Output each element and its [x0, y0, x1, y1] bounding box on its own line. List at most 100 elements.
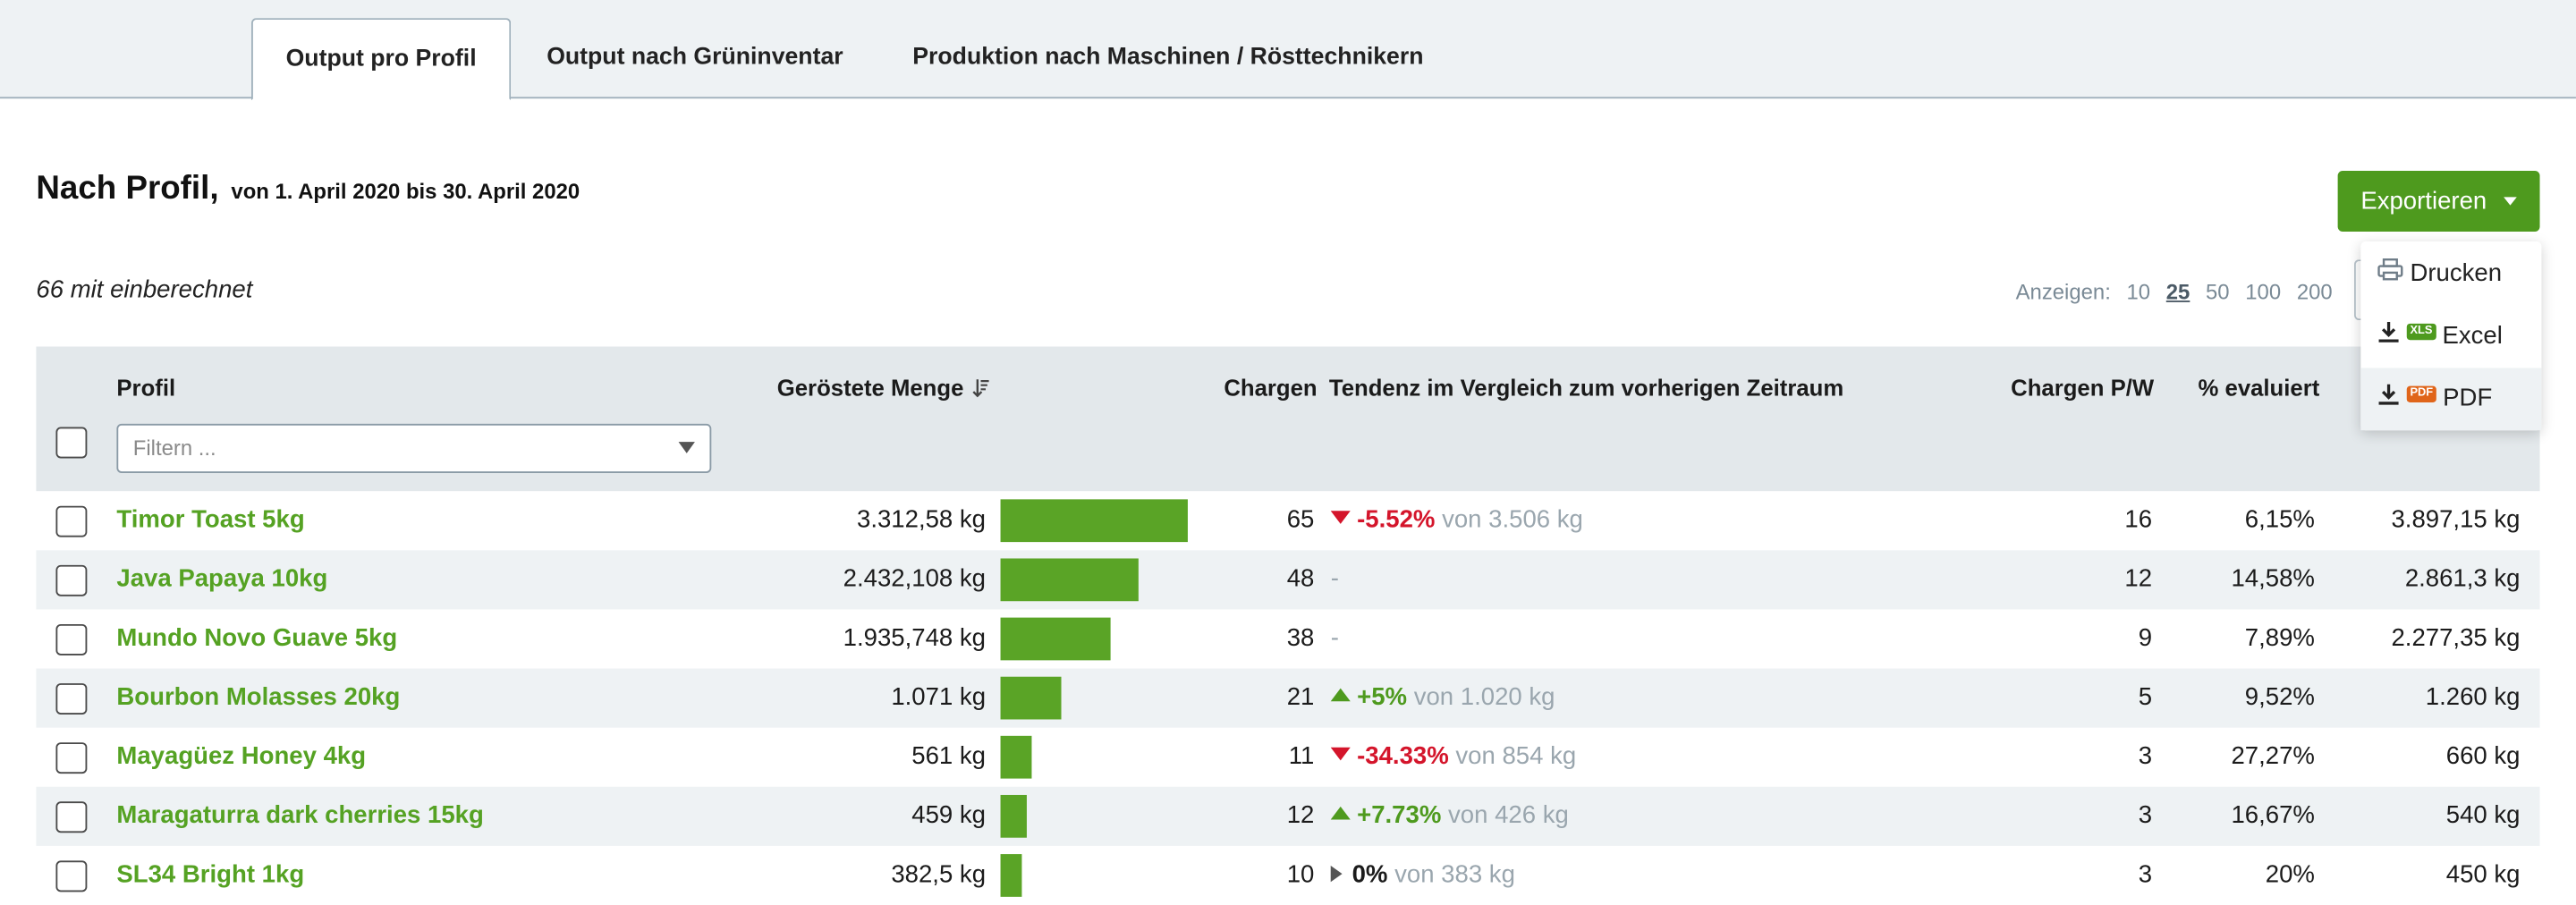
table-row: Mayagüez Honey 4kg 561 kg 11 -34.33% von 85…: [36, 728, 2539, 787]
trend-previous: von 383 kg: [1394, 860, 1515, 889]
roasted-amount-bar: [1000, 676, 1062, 720]
page-size-option-200[interactable]: 200: [2296, 279, 2333, 304]
page-title: Nach Profil, von 1. April 2020 bis 30. A…: [36, 171, 580, 208]
row-checkbox[interactable]: [55, 801, 88, 833]
trend-flat-icon: [1330, 865, 1343, 883]
trend-percent: 0%: [1352, 860, 1388, 889]
export-menu-excel-label: Excel: [2442, 321, 2503, 351]
tab-produktion-nach-maschinen[interactable]: Produktion nach Maschinen / Rösttechnike…: [912, 44, 1424, 71]
export-button[interactable]: Exportieren: [2337, 171, 2540, 232]
trend-down-icon: [1330, 511, 1351, 524]
evaluated-percent: 16,67%: [2231, 801, 2315, 830]
profile-link[interactable]: Java Papaya 10kg: [116, 564, 328, 594]
trend-percent: -34.33%: [1357, 742, 1449, 771]
download-icon: [2377, 368, 2401, 430]
profile-link[interactable]: Maragaturra dark cherries 15kg: [116, 801, 484, 830]
column-header-batches-per-week[interactable]: Chargen P/W: [2011, 374, 2155, 402]
download-icon: [2377, 306, 2401, 368]
roasted-amount: 561 kg: [911, 742, 987, 771]
page-size-option-50[interactable]: 50: [2206, 279, 2230, 304]
green-amount: 450 kg: [2445, 860, 2521, 889]
profile-link[interactable]: Mayagüez Honey 4kg: [116, 742, 367, 771]
profile-link[interactable]: Mundo Novo Guave 5kg: [116, 623, 398, 653]
roasted-amount-bar: [1000, 854, 1022, 897]
tab-bar: Output pro Profil Output nach Grüninvent…: [0, 0, 2576, 101]
page-size-option-10[interactable]: 10: [2126, 279, 2151, 304]
trend-percent: -: [1330, 564, 1339, 594]
row-checkbox[interactable]: [55, 860, 88, 892]
trend-previous: von 426 kg: [1447, 801, 1569, 830]
table-row: Java Papaya 10kg 2.432,108 kg 48- 12 14,58%…: [36, 550, 2540, 610]
page-size-label: Anzeigen:: [2015, 279, 2111, 304]
batches-per-week: 16: [2124, 505, 2153, 534]
green-amount: 1.260 kg: [2425, 683, 2521, 712]
tab-output-pro-profil[interactable]: Output pro Profil: [251, 18, 512, 101]
caret-down-icon: [2504, 197, 2517, 206]
sort-descending-icon: [973, 376, 990, 402]
roasted-amount: 382,5 kg: [891, 860, 987, 889]
green-amount: 660 kg: [2445, 742, 2521, 771]
roasted-amount-bar: [1000, 794, 1027, 838]
table-row: SL34 Bright 1kg 382,5 kg 10 0% von 383 kg 3 2…: [36, 846, 2539, 905]
green-amount: 3.897,15 kg: [2391, 505, 2521, 534]
profile-link[interactable]: Timor Toast 5kg: [116, 505, 305, 534]
trend-percent: +5%: [1357, 683, 1408, 712]
page-size-option-25[interactable]: 25: [2165, 279, 2190, 304]
export-menu-pdf[interactable]: PDF PDF: [2360, 368, 2542, 431]
printer-icon: [2377, 243, 2403, 306]
export-menu-excel[interactable]: XLS Excel: [2360, 306, 2541, 368]
trend-previous: von 854 kg: [1455, 742, 1577, 771]
row-checkbox[interactable]: [55, 683, 88, 715]
batches-count: 11: [1288, 742, 1315, 771]
trend-percent: -: [1330, 623, 1339, 653]
table-row: Mundo Novo Guave 5kg 1.935,748 kg 38- 9 7,8…: [36, 609, 2539, 668]
profile-link[interactable]: SL34 Bright 1kg: [116, 860, 305, 889]
tab-output-nach-grueninventar[interactable]: Output nach Grüninventar: [547, 44, 843, 71]
xls-badge: XLS: [2406, 323, 2436, 341]
profile-link[interactable]: Bourbon Molasses 20kg: [116, 683, 401, 712]
batches-per-week: 3: [2138, 801, 2153, 830]
column-header-profile[interactable]: Profil: [116, 374, 176, 402]
batches-count: 48: [1286, 564, 1315, 594]
roasted-amount-bar: [1000, 735, 1032, 779]
column-header-evaluated[interactable]: % evaluiert: [2198, 374, 2320, 402]
column-header-roasted-label: Geröstete Menge: [776, 374, 964, 402]
column-header-batches[interactable]: Chargen: [1224, 374, 1318, 402]
export-menu-pdf-label: PDF: [2443, 384, 2493, 413]
column-header-roasted[interactable]: Geröstete Menge: [777, 375, 990, 403]
chevron-down-icon: [678, 442, 695, 453]
page-size-selector: Anzeigen: 10 25 50 100 200: [2016, 279, 2343, 304]
roasted-amount-bar: [1000, 499, 1188, 543]
trend-cell: +5% von 1.020 kg: [1330, 669, 1555, 728]
row-checkbox[interactable]: [55, 505, 88, 537]
trend-cell: 0% von 383 kg: [1330, 846, 1515, 905]
table-row: Timor Toast 5kg 3.312,58 kg 65 -5.52% von 3…: [36, 491, 2539, 550]
table-row: Maragaturra dark cherries 15kg 459 kg 12 +7…: [36, 786, 2540, 846]
select-all-checkbox[interactable]: [55, 427, 88, 459]
trend-cell: -: [1331, 609, 1339, 668]
batches-per-week: 3: [2138, 742, 2153, 771]
export-menu-print[interactable]: Drucken: [2360, 243, 2541, 306]
row-checkbox[interactable]: [55, 623, 88, 655]
included-count: 66 mit einberechnet: [36, 275, 253, 304]
row-checkbox[interactable]: [55, 564, 88, 596]
profile-filter-select[interactable]: Filtern ...: [116, 423, 712, 473]
batches-per-week: 12: [2124, 564, 2153, 594]
column-header-trend[interactable]: Tendenz im Vergleich zum vorherigen Zeit…: [1328, 374, 1844, 402]
trend-percent: -5.52%: [1357, 505, 1436, 534]
export-menu-print-label: Drucken: [2410, 259, 2503, 288]
evaluated-percent: 27,27%: [2231, 742, 2315, 771]
page-size-option-100[interactable]: 100: [2245, 279, 2282, 304]
trend-cell: -34.33% von 854 kg: [1330, 728, 1577, 787]
filter-placeholder: Filtern ...: [132, 435, 216, 461]
batches-count: 10: [1286, 860, 1315, 889]
roasted-amount: 3.312,58 kg: [857, 505, 987, 534]
evaluated-percent: 6,15%: [2244, 505, 2315, 534]
batches-per-week: 9: [2138, 623, 2153, 653]
row-checkbox[interactable]: [55, 742, 88, 774]
pdf-badge: PDF: [2406, 385, 2436, 403]
table-row: Bourbon Molasses 20kg 1.071 kg 21 +5% von 1…: [36, 668, 2540, 728]
export-button-label: Exportieren: [2360, 187, 2487, 216]
roasted-amount-bar: [1000, 617, 1111, 661]
